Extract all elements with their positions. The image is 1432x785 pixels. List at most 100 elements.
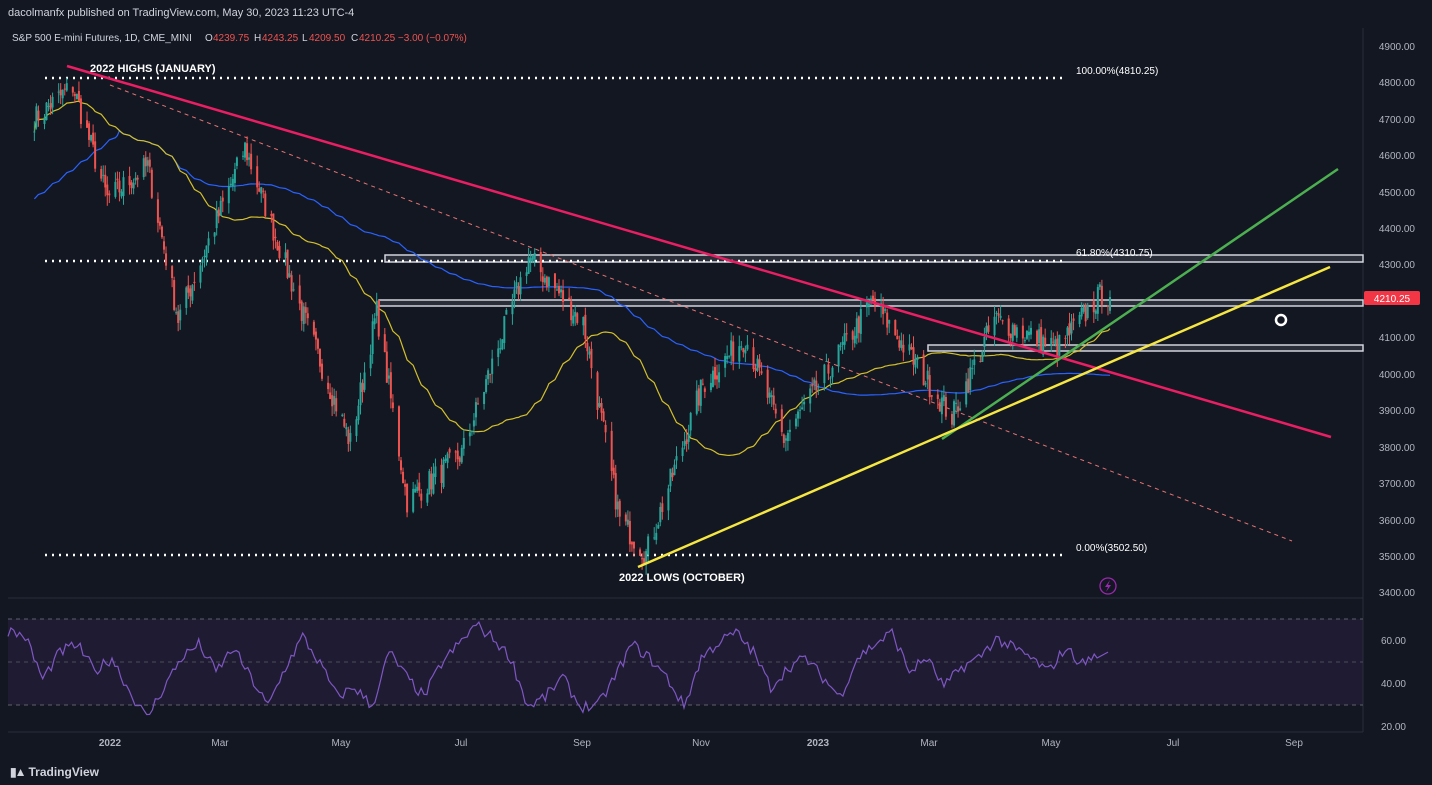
candle-body	[474, 402, 477, 418]
candle-body	[242, 155, 245, 157]
y-tick: 3700.00	[1379, 479, 1416, 490]
y-tick: 3800.00	[1379, 443, 1416, 454]
candle-body	[545, 276, 548, 288]
candle-body	[331, 395, 334, 407]
candle-body	[49, 103, 52, 110]
candle-body	[321, 363, 324, 379]
candle-body	[412, 488, 415, 512]
y-tick: 4600.00	[1379, 151, 1416, 162]
time-axis[interactable]: 2022 Mar May Jul Sep Nov 2023 Mar May Ju…	[99, 738, 1303, 749]
candle-body	[859, 309, 862, 334]
candle-body	[250, 153, 253, 170]
candle-body	[361, 383, 364, 393]
candle-body	[716, 375, 719, 380]
lightning-icon[interactable]	[1099, 577, 1117, 595]
candle-body	[950, 413, 953, 425]
fib-label-0: 0.00%(3502.50)	[1076, 543, 1147, 554]
candle-body	[884, 309, 887, 311]
candle-body	[568, 297, 571, 300]
candle-body	[825, 360, 828, 362]
candle-body	[128, 176, 131, 186]
x-tick: Jul	[1167, 738, 1180, 749]
candle-body	[442, 459, 445, 488]
candle-body	[114, 181, 117, 197]
price-pane[interactable]	[8, 28, 1363, 598]
candle-body	[584, 314, 587, 339]
ma-50-line[interactable]	[33, 100, 1111, 457]
dashed-channel-line[interactable]	[109, 84, 1293, 542]
candle-body	[327, 382, 330, 390]
candle-body	[160, 226, 163, 238]
candle-body	[815, 380, 818, 391]
candle-body	[738, 346, 741, 362]
candle-body	[1070, 321, 1073, 334]
candle-body	[843, 333, 846, 345]
candle-body	[369, 354, 372, 369]
y-tick: 3500.00	[1379, 552, 1416, 563]
candle-body	[788, 429, 791, 432]
y-tick: 4400.00	[1379, 224, 1416, 235]
candle-body	[1072, 318, 1075, 321]
candle-body	[898, 340, 901, 348]
candle-body	[371, 321, 374, 355]
candle-body	[406, 483, 409, 513]
candle-body	[276, 241, 279, 251]
candle-body	[529, 258, 532, 262]
candle-body	[472, 420, 475, 427]
candle-body	[171, 266, 174, 279]
green-uptrend-line[interactable]	[941, 167, 1339, 441]
candle-body	[318, 348, 321, 367]
x-tick: May	[1042, 738, 1061, 749]
chart-area[interactable]: S&P 500 E-mini Futures, 1D, CME_MINI O 4…	[0, 0, 1432, 758]
candle-body	[813, 379, 816, 384]
candle-body	[142, 158, 145, 178]
legend-o-value: 4239.75	[213, 33, 250, 44]
candle-body	[148, 159, 151, 167]
candle-body	[614, 473, 617, 510]
candle-body	[576, 313, 579, 323]
legend-symbol: S&P 500 E-mini Futures, 1D, CME_MINI	[12, 33, 192, 44]
candle-body	[797, 411, 800, 419]
candle-body	[865, 302, 868, 308]
x-tick: Sep	[1285, 738, 1303, 749]
candle-body	[416, 486, 419, 491]
candle-body	[108, 193, 111, 196]
candle-body	[632, 541, 635, 549]
candle-body	[229, 183, 232, 186]
candles-group[interactable]	[33, 77, 1111, 575]
candle-body	[894, 319, 897, 336]
candle-body	[774, 408, 777, 414]
candle-body	[936, 394, 939, 399]
candle-body	[505, 310, 508, 315]
candle-body	[882, 305, 885, 315]
candle-body	[661, 503, 664, 512]
candle-body	[134, 177, 137, 181]
price-axis[interactable]: 4900.00 4800.00 4700.00 4600.00 4500.00 …	[1379, 42, 1416, 733]
candle-body	[560, 289, 563, 293]
candle-body	[476, 403, 479, 405]
candle-body	[1094, 310, 1097, 314]
position-marker-icon[interactable]	[1274, 313, 1288, 327]
candle-body	[831, 367, 834, 378]
candle-body	[1038, 329, 1041, 343]
candle-body	[165, 253, 168, 266]
candle-body	[501, 339, 504, 350]
rsi-line[interactable]	[7, 620, 1109, 716]
candle-body	[910, 347, 913, 350]
candle-body	[335, 398, 338, 412]
resistance-zone-4310[interactable]	[384, 254, 1364, 263]
candle-body	[553, 273, 556, 289]
candle-body	[1068, 323, 1071, 336]
tradingview-logo[interactable]: ▮▲ TradingView	[10, 765, 99, 779]
candle-body	[316, 339, 319, 349]
yellow-uptrend-line[interactable]	[637, 265, 1331, 569]
candle-body	[740, 346, 743, 348]
downtrend-line[interactable]	[66, 64, 1332, 439]
candle-body	[742, 348, 745, 353]
candle-body	[837, 344, 840, 367]
candle-body	[586, 342, 589, 352]
candle-body	[914, 358, 917, 368]
candle-body	[191, 285, 194, 301]
candle-body	[809, 388, 812, 404]
candle-body	[1096, 287, 1099, 314]
